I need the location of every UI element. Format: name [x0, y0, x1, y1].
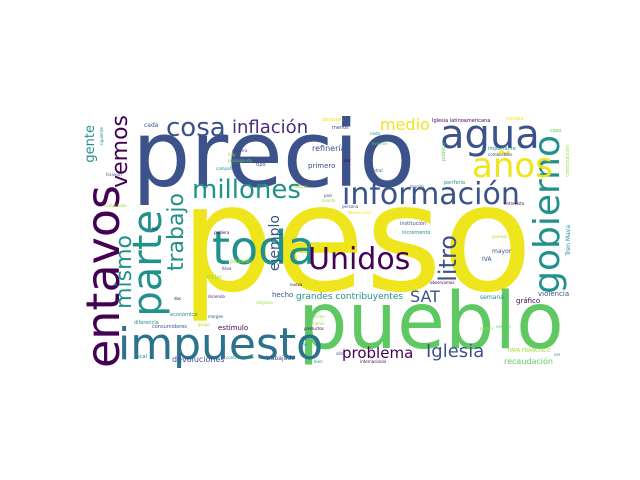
word-tren-maya: Tren Maya: [565, 225, 570, 256]
word-manera: manera: [232, 148, 248, 153]
word-persona: persona: [342, 204, 359, 209]
word-ley: ley: [152, 226, 158, 231]
word-religioso: religioso: [256, 300, 273, 305]
word-anos: años: [472, 146, 553, 186]
word-consumidores: consumidores: [152, 324, 187, 330]
word-estimulo: estímulo: [218, 324, 249, 332]
word-nuevo-leon: Nuevo León: [348, 210, 372, 215]
word-sat: SAT: [410, 287, 440, 306]
word-gente: gente: [83, 125, 98, 163]
word-tipo: tipo: [256, 162, 266, 168]
word-entrevista: entrevista: [504, 201, 525, 206]
word-dar: dar: [344, 158, 351, 163]
word-hay: hay: [228, 152, 236, 157]
word-grafico: gráfico: [516, 297, 541, 305]
word-trabajo: trabajo: [164, 193, 189, 272]
word-pais: país: [324, 193, 333, 198]
word-proceso: proceso: [492, 234, 508, 239]
word-venden: venden: [496, 324, 511, 329]
word-mostrar: mostrar: [292, 184, 308, 189]
word-tiempo: tiempo: [506, 116, 524, 122]
word-diferencia: diferencia: [134, 320, 159, 326]
word-economica: económica: [170, 312, 198, 318]
word-medio: medio: [380, 115, 430, 134]
word-grandes-contribuyentes: grandes contribuyentes: [296, 292, 404, 302]
word-solo: sólo: [336, 351, 345, 356]
word-violencia: violencia: [538, 290, 570, 298]
word-menos: menos: [332, 125, 349, 131]
word-cloud: peso precio pueblo impuesto centavos tod…: [80, 115, 570, 369]
word-pudiera: pudiera: [214, 230, 230, 235]
word-recaudacion: recaudación: [504, 357, 553, 366]
word-dos: dos: [174, 296, 182, 301]
word-unidos: Unidos: [308, 242, 411, 277]
word-hecho: hecho: [272, 291, 294, 299]
word-publico: público: [441, 143, 447, 162]
word-inflacion: inflación: [232, 117, 309, 138]
word-mundo: mundo: [410, 184, 424, 189]
word-contribuyente: contribuyente: [226, 355, 254, 360]
word-litro: litro: [434, 235, 462, 282]
word-iglesia: Iglesia: [426, 341, 485, 362]
word-asunto: asunto: [322, 198, 336, 203]
word-iva: IVA: [482, 256, 492, 263]
word-margen: margen: [208, 314, 224, 319]
word-incremento: incremento: [402, 230, 431, 236]
word-despues: después: [322, 117, 343, 123]
word-refineria: refinería: [312, 144, 346, 153]
word-institucion: institución: [400, 221, 427, 227]
word-devoluciones: devoluciones: [172, 355, 225, 364]
word-precio: precio: [132, 115, 416, 208]
word-siguiente: siguiente: [99, 127, 104, 146]
word-fiscal: fiscal: [134, 354, 147, 360]
word-dicen: dicen: [314, 314, 325, 319]
word-hicieron: hicieron: [106, 172, 122, 177]
word-productos: productos: [304, 326, 324, 331]
word-ver: ver: [554, 352, 561, 357]
word-nada: nada: [370, 131, 380, 136]
word-menor: menor: [312, 321, 325, 326]
word-evasion: evasión: [372, 141, 388, 146]
word-primero: primero: [308, 162, 336, 170]
word-periferia: periferia: [444, 180, 466, 186]
word-hitler: Hitler: [206, 274, 223, 281]
word-papa-francisco: PAPA FRANCISCO: [508, 348, 551, 354]
word-campana: campaña: [216, 166, 235, 171]
word-toda: toda: [212, 221, 316, 275]
word-pasado: pasado: [230, 258, 252, 265]
word-lleva: lleva: [222, 266, 232, 271]
word-cosa: cosa: [166, 115, 226, 143]
word-observamos: observamos: [430, 280, 455, 285]
word-caso: caso: [550, 128, 562, 134]
word-problema: problema: [342, 344, 414, 362]
word-agua: agua: [440, 115, 540, 158]
word-compulsion: compulsión: [104, 203, 127, 208]
word-combustible: combustible: [488, 152, 513, 157]
word-bien: bien: [314, 359, 323, 364]
word-ejemplo: ejemplo: [267, 215, 283, 272]
word-ano: año: [300, 342, 308, 347]
word-primer: primer: [480, 326, 494, 331]
word-peso: peso: [180, 153, 533, 325]
word-central: Central: [368, 168, 383, 173]
word-informacion: información: [342, 177, 520, 212]
word-internacional: internacional: [360, 359, 387, 364]
word-impuesto: impuesto: [118, 319, 324, 369]
word-semana: semana: [480, 294, 504, 301]
word-construccion: construcción: [565, 145, 570, 177]
word-millones: millones: [192, 175, 301, 205]
word-iglesia-latinoamericana: Iglesia latinoamericana: [432, 118, 491, 124]
word-propaganda: propaganda: [228, 158, 253, 163]
word-mismo: mismo: [112, 235, 137, 309]
word-mayor: mayor: [492, 248, 512, 255]
word-diciendo: diciendo: [208, 294, 225, 299]
word-trabajado: trabajado: [266, 355, 295, 362]
word-cada: cada: [144, 122, 159, 129]
word-pueblo: pueblo: [298, 277, 564, 367]
word-nueva: nueva: [290, 282, 303, 287]
word-grupo: grupo: [198, 322, 210, 327]
word-importante: importante: [488, 146, 516, 152]
